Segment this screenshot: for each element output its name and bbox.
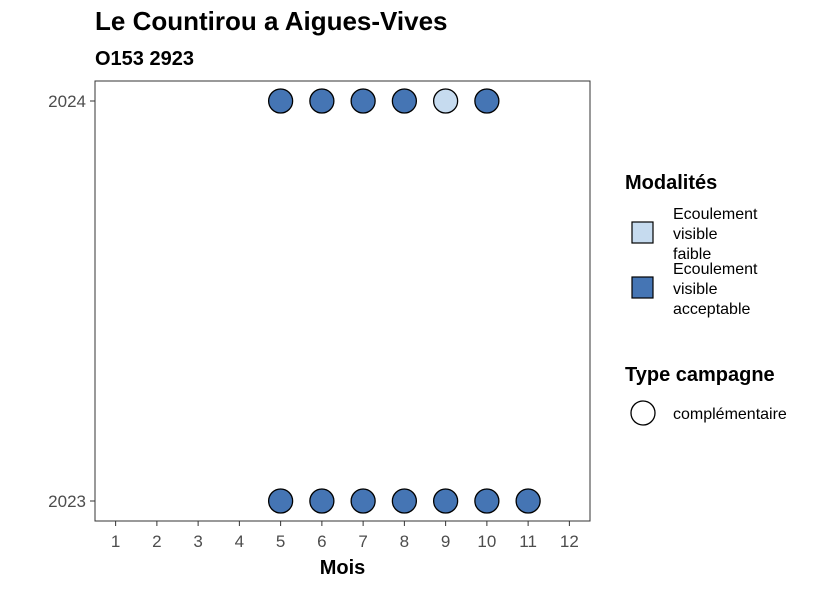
x-tick-label: 4: [235, 532, 244, 551]
x-tick-label: 5: [276, 532, 285, 551]
x-tick-label: 6: [317, 532, 326, 551]
legend-shape-swatch: [630, 400, 656, 426]
plot-area: [94, 80, 591, 522]
data-point: [350, 88, 376, 114]
data-point: [267, 88, 294, 114]
data-point: [309, 488, 335, 514]
x-tick-label: 2: [152, 532, 161, 551]
legend-fill-label: acceptable: [673, 301, 750, 318]
data-point: [309, 88, 335, 114]
legend-fill-swatch: [631, 276, 654, 299]
legend-fill-label: Ecoulement: [673, 206, 758, 223]
data-point: [391, 88, 418, 114]
x-axis: 1 2 3 4 5 6 7 8 9 10 11 12: [111, 521, 579, 551]
y-axis: 2023 2024: [48, 92, 95, 511]
y-tick-label: 2024: [48, 92, 86, 111]
legend: Modalités EcoulementvisiblefaibleEcoulem…: [625, 172, 787, 426]
data-point: [515, 488, 541, 514]
data-point: [267, 488, 294, 514]
legend-fill-title: Modalités: [625, 172, 717, 194]
legend-fill-swatch: [631, 221, 654, 244]
legend-shape-items: complémentaire: [630, 400, 787, 426]
legend-fill-label: Ecoulement: [673, 261, 758, 278]
data-point: [391, 488, 418, 514]
data-point: [350, 488, 376, 514]
x-tick-label: 12: [560, 532, 579, 551]
data-point: [474, 88, 500, 114]
data-point: [474, 488, 500, 514]
chart-title: Le Countirou a Aigues-Vives: [95, 6, 448, 36]
x-tick-label: 3: [193, 532, 202, 551]
legend-shape-label: complémentaire: [673, 406, 787, 423]
x-axis-title: Mois: [320, 557, 366, 579]
data-point: [432, 88, 459, 114]
legend-fill-label: visible: [673, 281, 718, 298]
data-point: [432, 488, 459, 514]
x-tick-label: 9: [441, 532, 450, 551]
legend-fill-label: visible: [673, 226, 718, 243]
x-tick-label: 7: [358, 532, 367, 551]
x-tick-label: 11: [519, 532, 537, 551]
x-tick-label: 8: [400, 532, 409, 551]
plot-panel: [94, 80, 591, 522]
legend-shape-title: Type campagne: [625, 364, 775, 386]
y-tick-label: 2023: [48, 492, 86, 511]
x-tick-label: 10: [477, 532, 496, 551]
x-tick-label: 1: [111, 532, 120, 551]
chart-subtitle: O153 2923: [95, 48, 194, 70]
legend-fill-label: faible: [673, 246, 711, 263]
legend-fill-items: EcoulementvisiblefaibleEcoulementvisible…: [631, 206, 758, 318]
